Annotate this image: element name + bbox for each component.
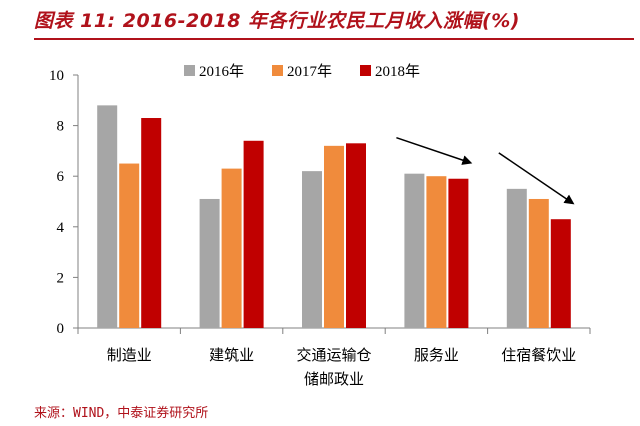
legend-label: 2017年 — [287, 63, 332, 80]
category-label: 交通运输仓 — [296, 346, 371, 364]
legend-label: 2018年 — [375, 63, 420, 80]
bar — [119, 163, 140, 328]
legend-swatch — [272, 65, 283, 76]
trend-arrow — [498, 152, 575, 205]
legend-label: 2016年 — [199, 63, 244, 80]
chart-bars — [97, 105, 571, 328]
trend-arrows — [396, 136, 575, 205]
bar — [506, 188, 527, 328]
y-tick-label: 10 — [49, 68, 64, 84]
legend-swatch — [360, 65, 371, 76]
legend-swatch — [184, 65, 195, 76]
bar — [528, 198, 549, 328]
bar — [221, 168, 242, 328]
bar — [346, 143, 366, 328]
category-label: 建筑业 — [209, 346, 254, 364]
source-note: 来源：WIND，中泰证券研究所 — [34, 406, 209, 421]
chart-title: 图表 11: 2016-2018 年各行业农民工月收入涨幅(%) — [34, 10, 520, 32]
y-tick-label: 8 — [57, 119, 65, 135]
bar — [141, 118, 162, 328]
bar — [302, 171, 322, 328]
category-label: 服务业 — [414, 346, 459, 364]
bar — [550, 219, 571, 328]
y-tick-label: 6 — [57, 169, 65, 185]
trend-arrow — [396, 136, 473, 165]
bar — [324, 145, 344, 328]
chart-legend: 2016年 2017年 2018年 — [184, 63, 420, 80]
bar — [199, 198, 220, 328]
category-label: 住宿餐饮业 — [501, 346, 576, 364]
bar — [404, 173, 425, 328]
y-tick-label: 2 — [57, 270, 65, 286]
bar — [243, 140, 264, 328]
y-tick-labels: 0 2 4 6 8 10 — [49, 68, 65, 337]
bar — [448, 178, 469, 328]
chart-axes — [73, 74, 591, 334]
chart-header: 图表 11: 2016-2018 年各行业农民工月收入涨幅(%) — [0, 0, 640, 42]
category-label: 制造业 — [107, 346, 152, 364]
category-label: 储邮政业 — [304, 370, 364, 388]
y-tick-label: 4 — [57, 220, 65, 236]
y-tick-label: 0 — [57, 321, 65, 337]
title-rule — [34, 38, 634, 40]
bar — [426, 176, 447, 328]
bar — [97, 105, 118, 328]
